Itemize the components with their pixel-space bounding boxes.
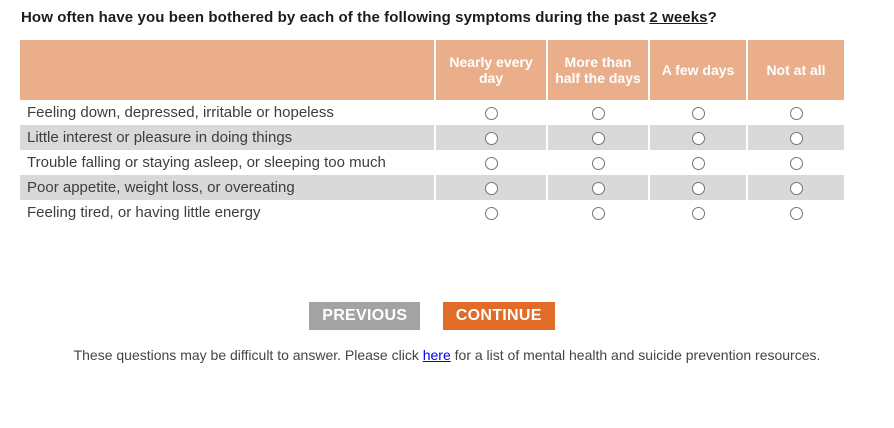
symptom-frequency-table: Nearly every day More than half the days… <box>18 40 846 225</box>
symptom-label: Little interest or pleasure in doing thi… <box>20 125 434 150</box>
symptom-label: Feeling tired, or having little energy <box>27 204 261 221</box>
table-row: Feeling tired, or having little energy <box>20 200 844 225</box>
radio-feeling-down-more-than-half[interactable] <box>591 106 605 120</box>
radio-poor-appetite-a-few-days[interactable] <box>691 181 705 195</box>
radio-poor-appetite-not-at-all[interactable] <box>789 181 803 195</box>
column-header-nearly-every-day: Nearly every day <box>436 40 546 100</box>
previous-button[interactable]: PREVIOUS <box>309 302 421 330</box>
radio-trouble-sleep-more-than-half[interactable] <box>591 156 605 170</box>
radio-feeling-tired-nearly-every-day[interactable] <box>484 206 498 220</box>
radio-little-interest-not-at-all[interactable] <box>789 131 803 145</box>
question-timeframe: 2 weeks <box>649 9 708 26</box>
question-punctuation: ? <box>707 9 717 26</box>
continue-button[interactable]: CONTINUE <box>442 302 555 330</box>
radio-feeling-down-not-at-all[interactable] <box>789 106 803 120</box>
symptom-label: Feeling down, depressed, irritable or ho… <box>27 104 334 121</box>
radio-trouble-sleep-not-at-all[interactable] <box>789 156 803 170</box>
button-bar: PREVIOUS CONTINUE <box>18 302 846 330</box>
header-row: Nearly every day More than half the days… <box>20 40 844 100</box>
symptom-label: Poor appetite, weight loss, or overeatin… <box>20 175 434 200</box>
radio-poor-appetite-nearly-every-day[interactable] <box>484 181 498 195</box>
radio-feeling-tired-more-than-half[interactable] <box>591 206 605 220</box>
column-header-a-few-days: A few days <box>650 40 746 100</box>
radio-trouble-sleep-a-few-days[interactable] <box>691 156 705 170</box>
table-row: Poor appetite, weight loss, or overeatin… <box>20 175 844 200</box>
column-header-more-than-half: More than half the days <box>548 40 648 100</box>
radio-feeling-down-a-few-days[interactable] <box>691 106 705 120</box>
table-row: Trouble falling or staying asleep, or sl… <box>20 150 844 175</box>
radio-feeling-tired-a-few-days[interactable] <box>691 206 705 220</box>
question-text: How often have you been bothered by each… <box>21 9 650 26</box>
corner-cell <box>20 40 434 100</box>
footer-note: These questions may be difficult to answ… <box>0 347 894 363</box>
table-row: Feeling down, depressed, irritable or ho… <box>20 100 844 125</box>
question-title: How often have you been bothered by each… <box>21 9 894 26</box>
radio-trouble-sleep-nearly-every-day[interactable] <box>484 156 498 170</box>
radio-poor-appetite-more-than-half[interactable] <box>591 181 605 195</box>
symptom-label: Trouble falling or staying asleep, or sl… <box>27 154 386 171</box>
radio-little-interest-nearly-every-day[interactable] <box>484 131 498 145</box>
radio-feeling-down-nearly-every-day[interactable] <box>484 106 498 120</box>
radio-little-interest-a-few-days[interactable] <box>691 131 705 145</box>
radio-little-interest-more-than-half[interactable] <box>591 131 605 145</box>
footer-text-before: These questions may be difficult to answ… <box>73 347 423 363</box>
column-header-not-at-all: Not at all <box>748 40 844 100</box>
resources-link[interactable]: here <box>422 347 451 363</box>
footer-text-after: for a list of mental health and suicide … <box>450 347 821 363</box>
table-row: Little interest or pleasure in doing thi… <box>20 125 844 150</box>
radio-feeling-tired-not-at-all[interactable] <box>789 206 803 220</box>
